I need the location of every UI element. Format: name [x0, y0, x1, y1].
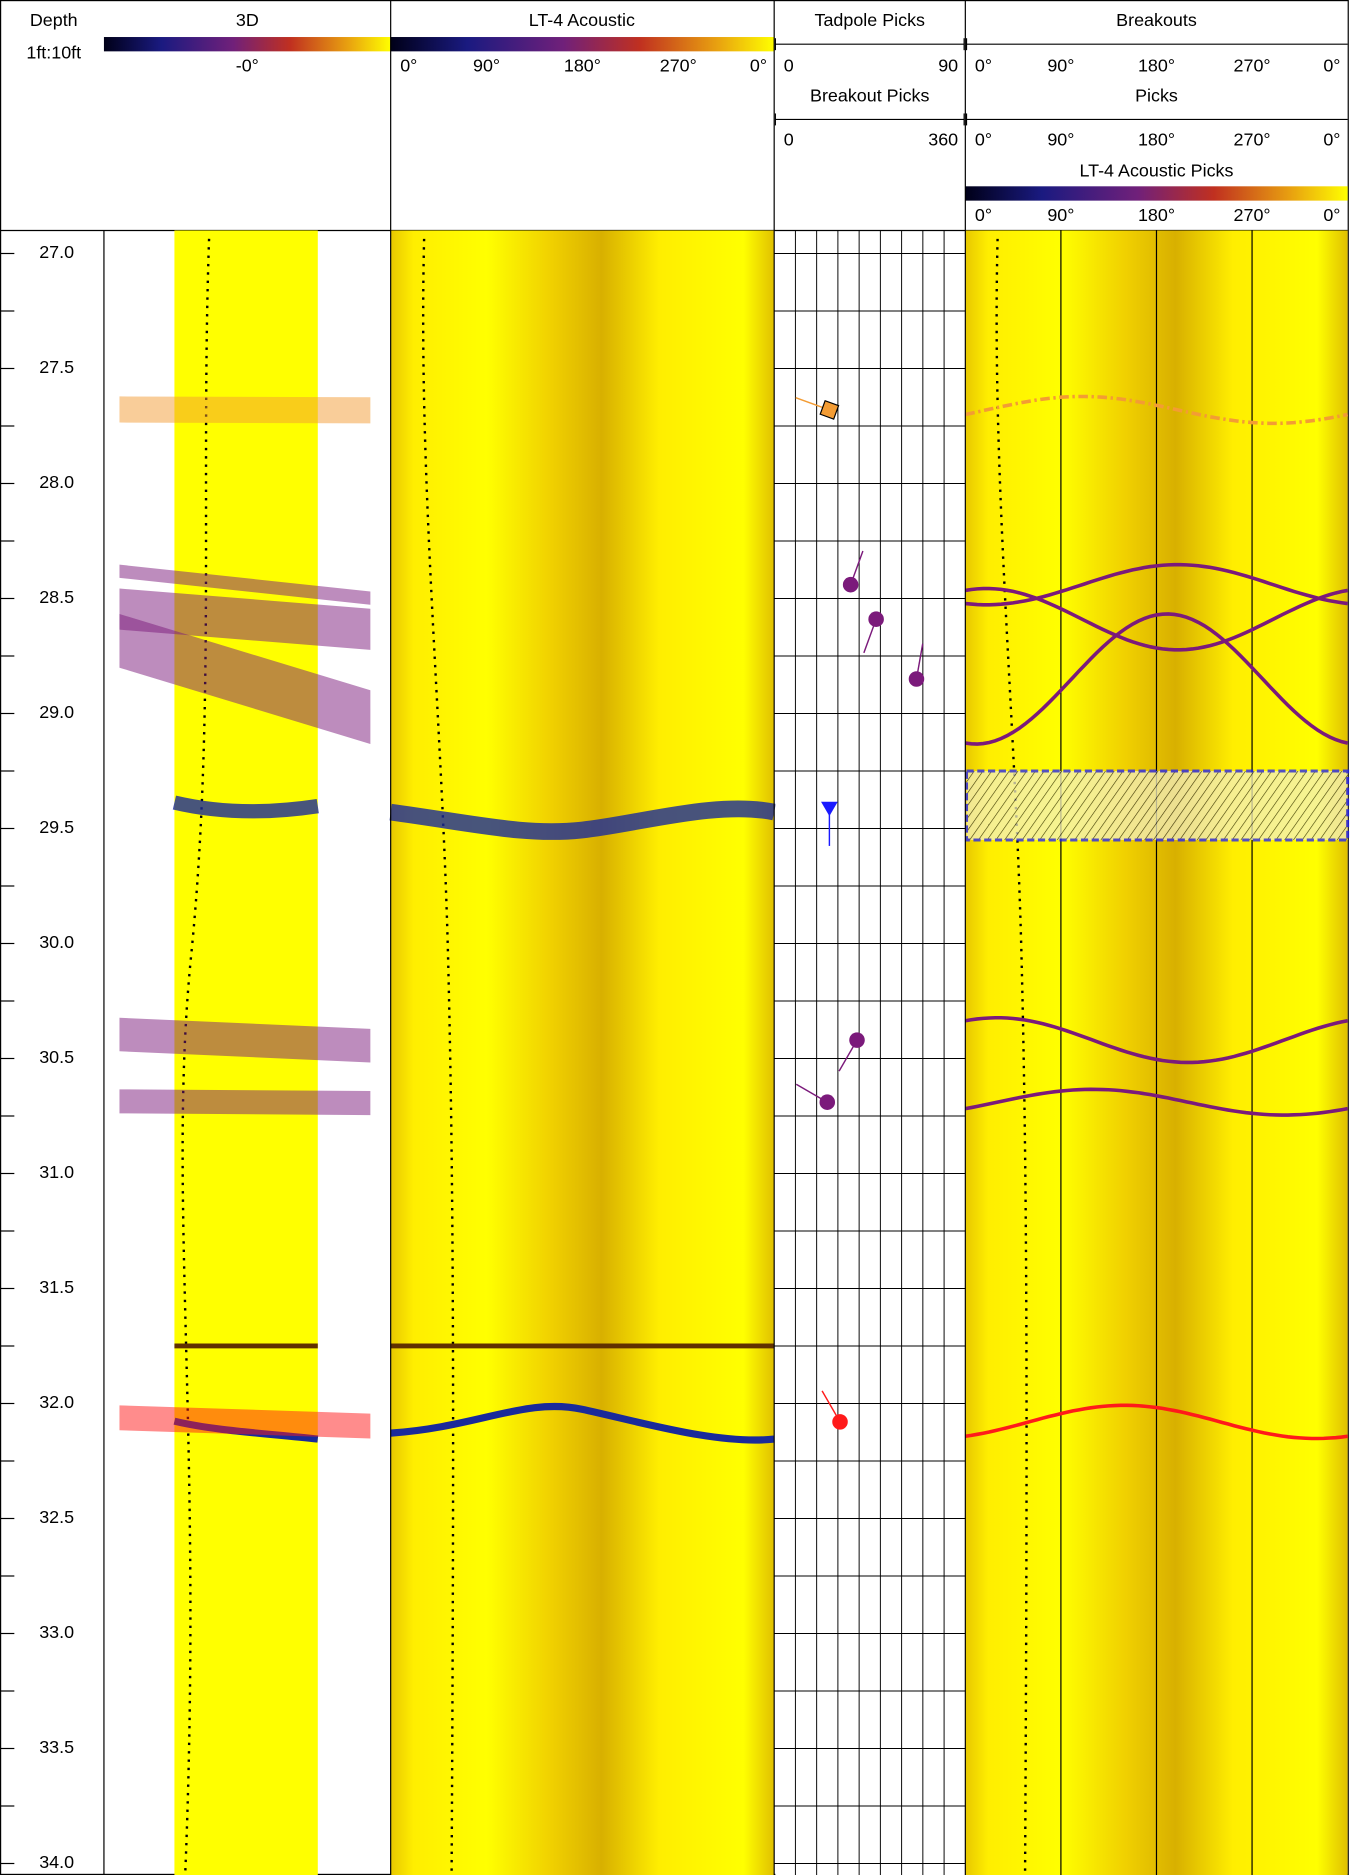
tadpole: [821, 801, 838, 817]
axis-label: 90°: [473, 56, 500, 76]
axis-label: 0°: [975, 56, 992, 76]
sinusoid: [965, 562, 1348, 607]
plane-3d: [119, 396, 371, 424]
depth-label: 29.0: [39, 702, 74, 722]
depth-scale: 1ft:10ft: [26, 42, 81, 62]
plane-3d: [119, 1017, 371, 1063]
depth-label: 32.0: [39, 1392, 74, 1412]
tadpole-bg: [775, 231, 966, 1875]
depth-label: 33.0: [39, 1622, 74, 1642]
axis-label: 180°: [1138, 130, 1175, 150]
fracture: [172, 795, 319, 819]
tadpole: [832, 1414, 848, 1430]
depth-label: 32.5: [39, 1507, 74, 1527]
depth-label: 27.5: [39, 357, 74, 377]
axis-label: 270°: [1234, 205, 1271, 225]
axis-label: 0°: [1323, 56, 1340, 76]
depth-label: 30.5: [39, 1047, 74, 1067]
plane-3d: [119, 613, 371, 745]
image-acoustic: [390, 230, 775, 1875]
depth-label: 30.0: [39, 932, 74, 952]
axis-label: 0: [784, 130, 794, 150]
breakout-zone: [965, 769, 1350, 842]
plane-3d: [119, 1405, 371, 1439]
axis-label: 90°: [1047, 205, 1074, 225]
track-title: Tadpole Picks: [814, 10, 925, 30]
axis-label: 0°: [975, 205, 992, 225]
track-title: LT-4 Acoustic: [529, 10, 635, 30]
axis-label: 90°: [1047, 56, 1074, 76]
overlay: [119, 230, 1350, 1875]
sinusoid: [964, 394, 1348, 426]
depth-label: 34.0: [39, 1852, 74, 1872]
depth-label: 31.0: [39, 1162, 74, 1182]
tool-trace: [995, 238, 1028, 1875]
track-subtitle: Breakout Picks: [810, 85, 929, 105]
plane-3d: [119, 564, 371, 605]
tadpole: [849, 1032, 865, 1048]
colorbar-label: -0°: [236, 56, 259, 76]
axis-label: 0°: [975, 130, 992, 150]
sinusoid: [965, 1403, 1348, 1441]
plane-3d: [119, 1089, 371, 1116]
axis-label: 90: [938, 56, 958, 76]
depth-label: 29.5: [39, 817, 74, 837]
sinusoid: [965, 1015, 1348, 1065]
depth-label: 28.0: [39, 472, 74, 492]
tadpole: [908, 671, 925, 687]
axis-label: 180°: [1138, 56, 1175, 76]
axis-label: 0°: [1323, 205, 1340, 225]
sinusoid: [965, 586, 1348, 652]
depth-label: 33.5: [39, 1737, 74, 1757]
fracture: [389, 800, 776, 840]
axis-label: 180°: [1138, 205, 1175, 225]
depth-label: 31.5: [39, 1277, 74, 1297]
axis-label: 360: [928, 130, 958, 150]
fracture: [390, 1402, 775, 1444]
colorbar: [965, 186, 1348, 201]
track-title: 3D: [236, 10, 259, 30]
axis-label: 0: [784, 56, 794, 76]
sinusoid: [965, 612, 1349, 746]
sinusoid: [965, 1087, 1348, 1117]
tadpole: [868, 611, 884, 627]
tadpole: [842, 576, 859, 593]
tool-trace: [181, 238, 211, 1875]
colorbar: [390, 37, 775, 52]
tadpole: [819, 399, 840, 420]
track-subtitle: Picks: [1135, 85, 1178, 105]
colorbar: [103, 37, 391, 52]
axis-label: 180°: [564, 56, 601, 76]
axis-label: 270°: [1234, 130, 1271, 150]
axis-label: 0°: [400, 56, 417, 76]
axis-label: 0°: [750, 56, 767, 76]
track-subtitle: LT-4 Acoustic Picks: [1080, 161, 1234, 181]
depth-label: 27.0: [39, 242, 74, 262]
track-title: Breakouts: [1116, 10, 1197, 30]
tadpole: [819, 1094, 836, 1110]
axis-label: 0°: [1323, 130, 1340, 150]
depth-label: 28.5: [39, 587, 74, 607]
axis-label: 270°: [1234, 56, 1271, 76]
axis-label: 90°: [1047, 130, 1074, 150]
axis-label: 270°: [660, 56, 697, 76]
tool-trace: [421, 238, 455, 1875]
depth-title: Depth: [30, 10, 78, 30]
